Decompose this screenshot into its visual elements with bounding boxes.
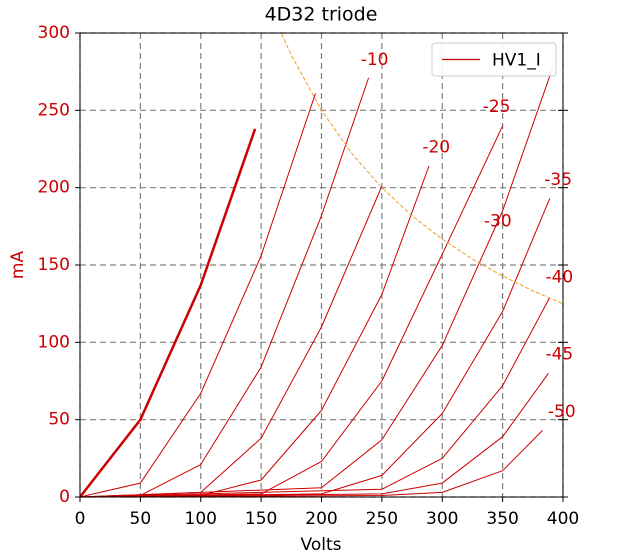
plate-curve <box>80 297 551 497</box>
y-tick-label: 50 <box>48 410 70 430</box>
annotation: -50 <box>548 402 576 422</box>
annotation: -40 <box>545 267 573 287</box>
plate-curve <box>80 430 543 497</box>
y-tick-label: 200 <box>38 178 70 198</box>
x-tick-label: 100 <box>185 509 217 529</box>
x-tick-label: 300 <box>426 509 458 529</box>
legend-label: HV1_I <box>492 51 541 71</box>
x-tick-label: 400 <box>547 509 579 529</box>
plate-curve <box>80 128 257 497</box>
x-tick-label: 350 <box>486 509 518 529</box>
y-tick-label: 250 <box>38 100 70 120</box>
x-tick-label: 150 <box>245 509 277 529</box>
annotation: -25 <box>483 97 511 117</box>
plate-curve <box>80 198 551 497</box>
y-tick-label: 0 <box>59 487 70 507</box>
annotation: -45 <box>545 345 573 365</box>
plate-curve <box>80 372 549 497</box>
x-tick-label: 250 <box>366 509 398 529</box>
y-tick-label: 300 <box>38 23 70 43</box>
x-tick-label: 50 <box>130 509 152 529</box>
plate-curve <box>80 93 316 497</box>
annotation: -35 <box>544 170 572 190</box>
dissipation-curve <box>281 33 563 305</box>
annotation: -20 <box>422 137 450 157</box>
plate-curve <box>80 185 383 497</box>
plate-curve <box>80 125 504 497</box>
y-tick-label: 100 <box>38 332 70 352</box>
chart-title: 4D32 triode <box>265 4 378 26</box>
plot-frame <box>79 32 564 498</box>
annotation: -30 <box>484 212 512 232</box>
plate-curve <box>80 62 556 497</box>
plate-curve <box>80 165 430 497</box>
annotation: -10 <box>361 50 389 70</box>
x-tick-label: 0 <box>75 509 86 529</box>
x-axis-label: Volts <box>301 535 342 555</box>
plate-curve <box>80 77 370 497</box>
y-tick-label: 150 <box>38 255 70 275</box>
y-axis-label: mA <box>8 251 28 280</box>
legend-box <box>431 42 557 77</box>
x-tick-label: 200 <box>305 509 337 529</box>
